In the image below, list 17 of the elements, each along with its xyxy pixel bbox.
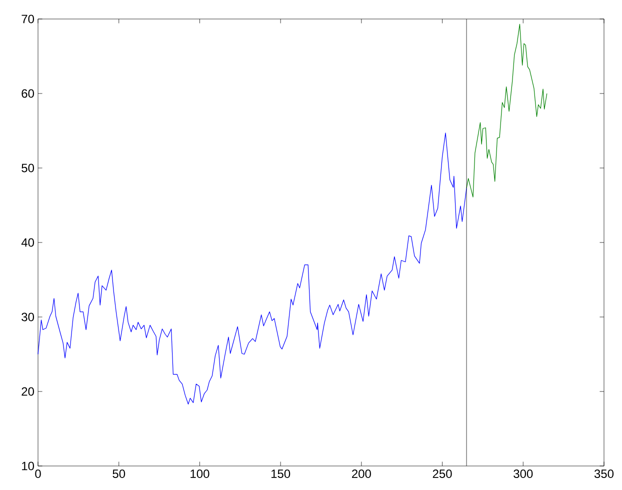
x-tick-label: 100 [190, 470, 210, 478]
y-tick-label: 70 [22, 14, 34, 24]
x-tick-label: 200 [352, 470, 371, 478]
y-tick-label: 20 [22, 387, 34, 396]
x-tick-label: 150 [271, 470, 290, 478]
y-tick-label: 60 [22, 89, 34, 98]
x-tick-label: 250 [432, 470, 452, 478]
y-tick-label: 40 [21, 238, 34, 247]
line-series [38, 132, 467, 404]
x-tick-label: 350 [594, 470, 614, 478]
y-tick-label: 30 [22, 312, 34, 322]
line-series [466, 24, 548, 198]
x-tick-label: 50 [112, 470, 126, 478]
y-tick-label: 10 [22, 462, 34, 470]
x-tick-label: 0 [35, 470, 41, 478]
x-tick-label: 300 [514, 470, 533, 478]
y-tick-label: 50 [22, 164, 34, 172]
